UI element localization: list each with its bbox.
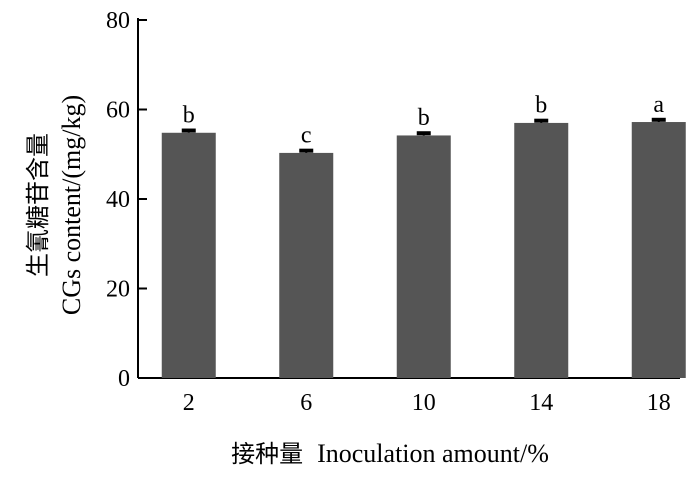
- y-axis-title-en: CGs content/(mg/kg): [57, 95, 86, 315]
- x-axis-title: 接种量 Inoculation amount/%: [231, 439, 549, 468]
- bar: [631, 122, 686, 378]
- y-axis-title: 生氰糖苷含量 CGs content/(mg/kg): [24, 95, 86, 315]
- significance-letter: b: [418, 105, 430, 131]
- bar: [396, 135, 451, 378]
- error-bar-cap: [416, 131, 431, 136]
- x-tick-label: 6: [300, 390, 312, 416]
- x-tick-label: 14: [529, 390, 553, 416]
- significance-letter: b: [183, 103, 195, 129]
- y-axis-title-cn: 生氰糖苷含量: [24, 133, 52, 277]
- x-tick-label: 18: [647, 390, 671, 416]
- y-tick-label: 60: [106, 98, 130, 124]
- x-tick-label: 10: [412, 390, 436, 416]
- significance-letter: a: [653, 92, 664, 118]
- significance-letter: b: [535, 93, 547, 119]
- error-bar-cap: [181, 128, 196, 133]
- bars: b c b b a: [161, 92, 686, 378]
- significance-letter: c: [301, 123, 312, 149]
- x-tick-label: 2: [183, 390, 195, 416]
- y-tick-label: 80: [106, 8, 130, 34]
- error-bar-cap: [299, 148, 314, 153]
- x-axis-title-cn: 接种量: [231, 440, 303, 468]
- y-ticks: 0 20 40 60 80: [106, 8, 147, 392]
- bar: [514, 122, 569, 378]
- y-tick-label: 20: [106, 277, 130, 303]
- y-tick-label: 0: [118, 366, 130, 392]
- error-bar-cap: [651, 117, 666, 122]
- bar: [161, 132, 216, 378]
- y-tick-label: 40: [106, 187, 130, 213]
- error-bar-cap: [534, 118, 549, 123]
- x-axis-title-en: Inoculation amount/%: [317, 439, 549, 468]
- bar: [279, 152, 334, 378]
